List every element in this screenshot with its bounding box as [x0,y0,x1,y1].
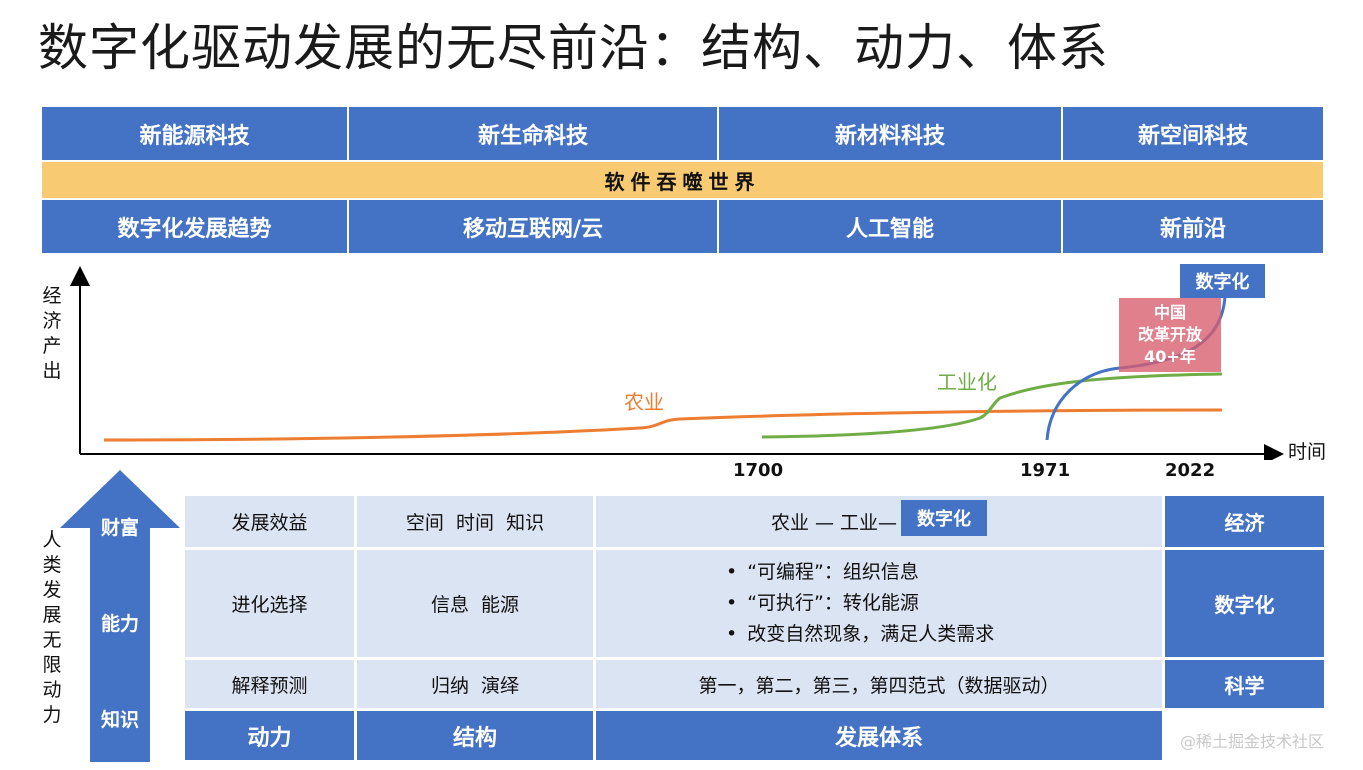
human-development-label: 人 类 发 展 无 限 动 力 [40,528,64,728]
watermark: @稀土掘金技术社区 [1180,732,1325,751]
tech-new-material: 新材料科技 [719,107,1061,160]
x-tick: 2022 [1165,460,1216,481]
y-label-char: 经 [42,285,62,307]
y-label-char: 产 [42,335,62,357]
row-right-digital: 数字化 [1165,550,1324,657]
digital-badge-chart: 数字化 [1180,264,1265,298]
series-industrialization-label: 工业化 [937,370,997,394]
bullet-item: 改变自然现象，满足人类需求 [726,619,994,650]
series-industrialization-line [761,372,1223,439]
bullet-item: “可编程”：组织信息 [726,557,994,588]
label-char: 展 [42,604,62,626]
series-agriculture-label: 农业 [624,390,664,414]
row-right-economy: 经济 [1165,496,1324,547]
software-banner: 软件吞噬世界 [42,162,1323,198]
row-system-bullets: “可编程”：组织信息 “可执行”：转化能源 改变自然现象，满足人类需求 [596,550,1162,657]
row-label: 解释预测 [185,660,354,708]
tech-new-life: 新生命科技 [349,107,717,160]
trend-ai: 人工智能 [719,200,1061,253]
china-reform-line: 中国 [1153,303,1186,322]
tech-new-energy: 新能源科技 [42,107,347,160]
series-agriculture-line [103,408,1223,442]
bullet-item: “可执行”：转化能源 [726,588,994,619]
trend-digital: 数字化发展趋势 [42,200,347,253]
tech-new-space: 新空间科技 [1063,107,1323,160]
label-char: 类 [42,554,62,576]
label-char: 发 [42,579,62,601]
arrow-label-ability: 能力 [100,613,139,635]
page-title: 数字化驱动发展的无尽前沿：结构、动力、体系 [38,19,1109,77]
framework-table: 发展效益 空间 时间 知识 农业 — 工业— 数字化 经济 进化选择 信息 能源… [185,496,1324,760]
y-label-char: 济 [42,310,62,332]
label-char: 力 [42,704,62,726]
china-reform-line: 40+年 [1144,347,1196,366]
row-system: 农业 — 工业— 数字化 [596,496,1162,547]
chart-y-label: 经 济 产 出 [40,284,64,384]
footer-power: 动力 [185,711,354,760]
x-tick: 1971 [1020,460,1071,481]
system-text: 农业 — 工业— [770,512,898,534]
label-char: 无 [42,629,62,651]
footer-structure: 结构 [357,711,593,760]
arrow-label-wealth: 财富 [100,517,139,539]
x-axis-label: 时间 [1288,441,1327,463]
bullet-list: “可编程”：组织信息 “可执行”：转化能源 改变自然现象，满足人类需求 [726,557,994,650]
label-char: 动 [42,679,62,701]
row-system: 第一，第二，第三，第四范式（数据驱动） [596,660,1162,708]
row-right-science: 科学 [1165,660,1324,708]
footer-system: 发展体系 [596,711,1162,760]
china-reform-line: 改革开放 [1137,325,1202,344]
row-label: 发展效益 [185,496,354,547]
digital-badge-table: 数字化 [901,499,988,536]
label-char: 限 [42,654,62,676]
row-structure: 信息 能源 [357,550,593,657]
top-grid: 新能源科技 新生命科技 新材料科技 新空间科技 软件吞噬世界 数字化发展趋势 移… [42,107,1323,253]
up-arrow-icon [60,470,180,762]
row-label: 进化选择 [185,550,354,657]
trend-mobile-cloud: 移动互联网/云 [349,200,717,253]
arrow-label-knowledge: 知识 [100,709,139,731]
row-structure: 空间 时间 知识 [357,496,593,547]
row-structure: 归纳 演绎 [357,660,593,708]
x-tick: 1700 [733,460,784,481]
china-reform-badge: 中国 改革开放 40+年 [1119,298,1221,372]
y-label-char: 出 [42,360,62,382]
trend-new-frontier: 新前沿 [1063,200,1323,253]
label-char: 人 [42,529,62,551]
